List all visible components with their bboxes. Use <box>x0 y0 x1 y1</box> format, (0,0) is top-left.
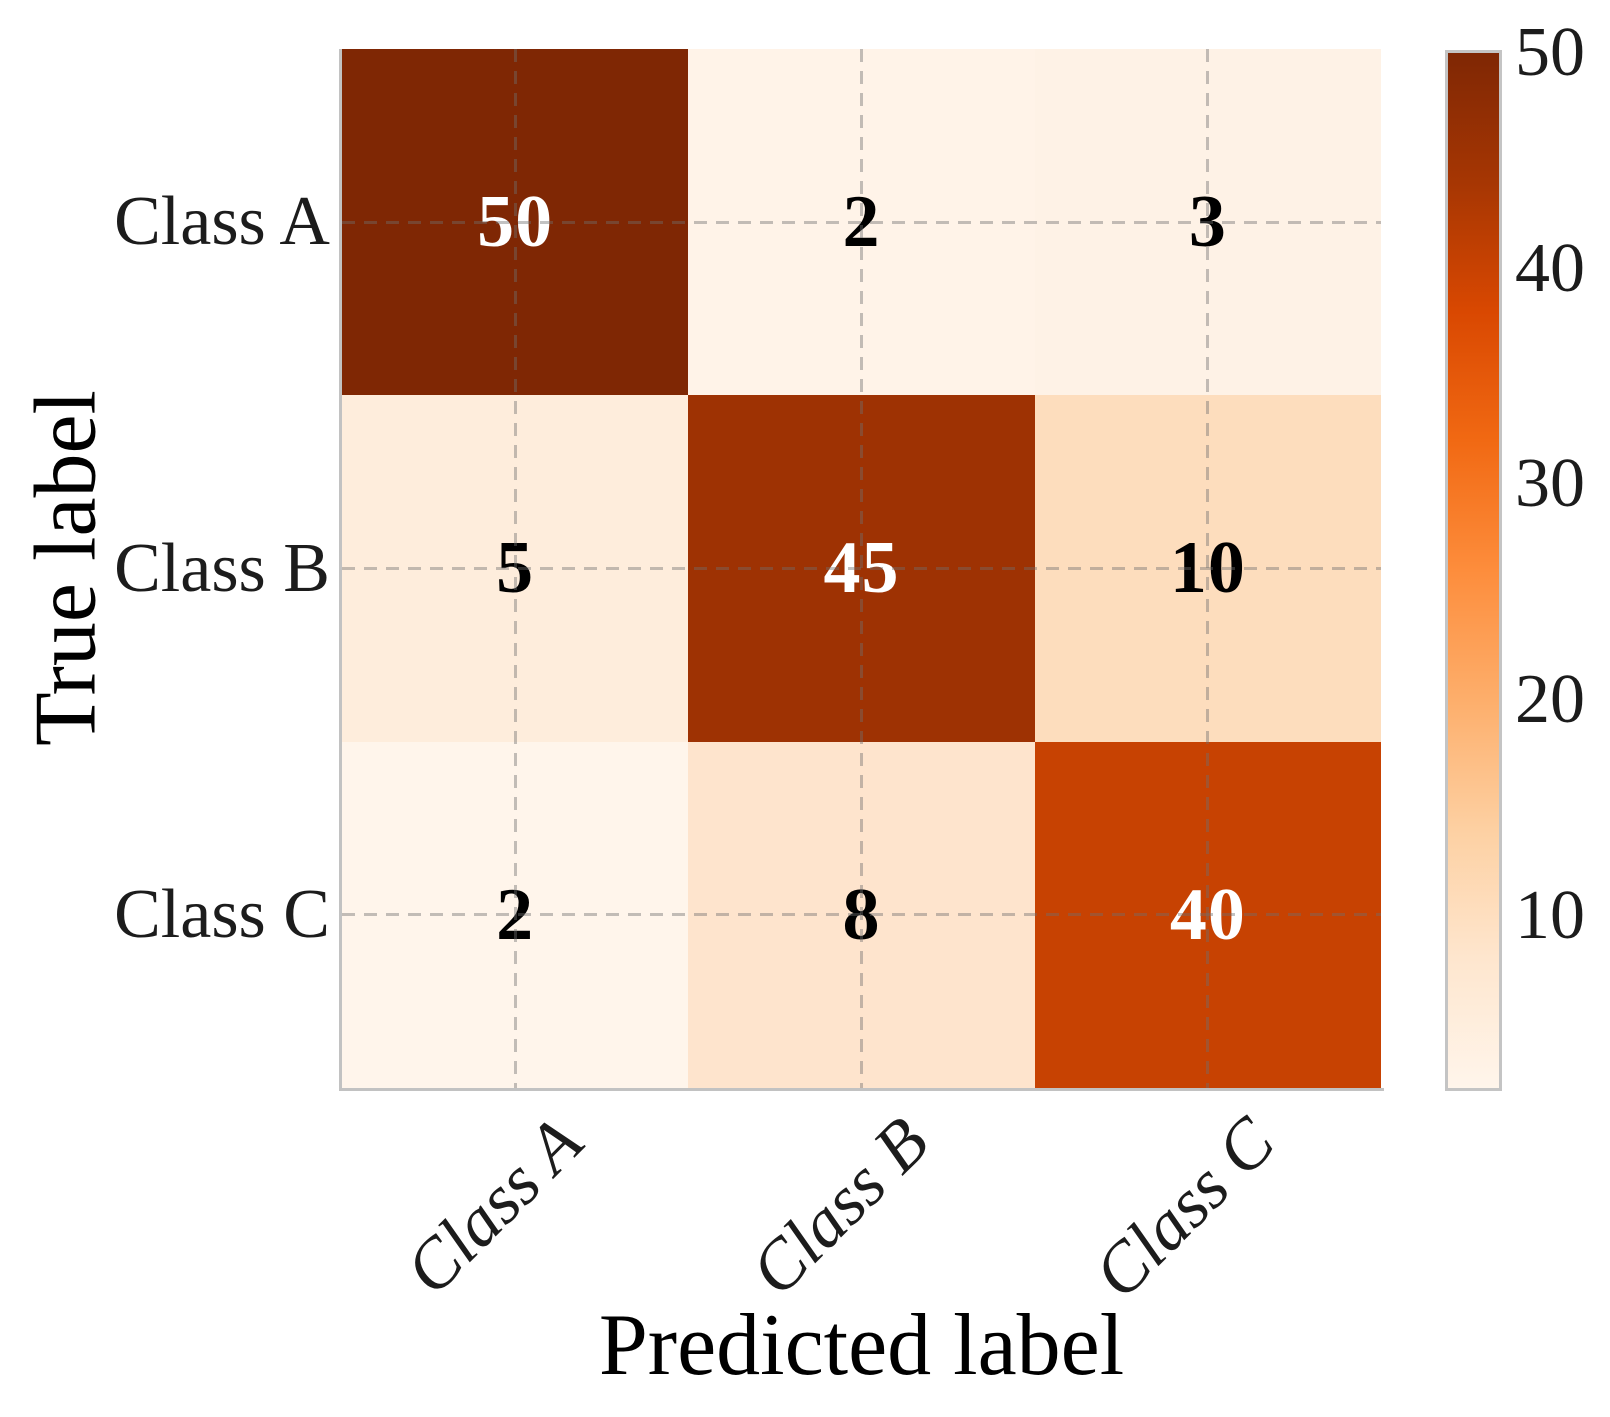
colorbar-tick-label: 30 <box>1515 445 1585 523</box>
y-tick-label: Class A <box>114 183 330 261</box>
cell-value: 3 <box>1188 181 1227 264</box>
heatmap-cell: 2 <box>688 49 1035 396</box>
left-axis-spine <box>339 49 342 1091</box>
heatmap-cell: 5 <box>342 395 689 742</box>
x-tick-label: Class A <box>390 1103 597 1310</box>
y-tick-label: Class B <box>114 529 330 607</box>
heatmap-cell: 3 <box>1034 49 1381 396</box>
cell-value: 2 <box>496 873 535 956</box>
heatmap-cell: 45 <box>688 395 1035 742</box>
cell-value: 50 <box>477 181 554 264</box>
heatmap-cell: 8 <box>688 741 1035 1088</box>
colorbar-tick-label: 40 <box>1515 229 1585 307</box>
colorbar-tick-label: 50 <box>1515 14 1585 91</box>
colorbar <box>1445 50 1502 1091</box>
x-tick-label: Class C <box>1079 1103 1290 1314</box>
heatmap-cell: 40 <box>1034 741 1381 1088</box>
heatmap-cells: 50 2 3 5 45 10 2 8 40 <box>342 49 1381 1088</box>
colorbar-tick-label: 20 <box>1515 660 1585 738</box>
heatmap-plot-area: 50 2 3 5 45 10 2 8 40 <box>339 49 1384 1091</box>
cell-value: 5 <box>496 527 535 610</box>
bottom-axis-spine <box>339 1088 1384 1091</box>
cell-value: 45 <box>823 527 900 610</box>
cell-value: 8 <box>842 873 881 956</box>
heatmap-cell: 50 <box>342 49 689 396</box>
heatmap-cell: 2 <box>342 741 689 1088</box>
cell-value: 40 <box>1169 873 1246 956</box>
cell-value: 10 <box>1169 527 1246 610</box>
colorbar-tick-label: 10 <box>1515 876 1585 954</box>
heatmap-cell: 10 <box>1034 395 1381 742</box>
x-axis-label: Predicted label <box>598 1297 1125 1394</box>
y-tick-label: Class C <box>114 875 330 953</box>
x-tick-label: Class B <box>736 1103 944 1311</box>
cell-value: 2 <box>842 181 881 264</box>
